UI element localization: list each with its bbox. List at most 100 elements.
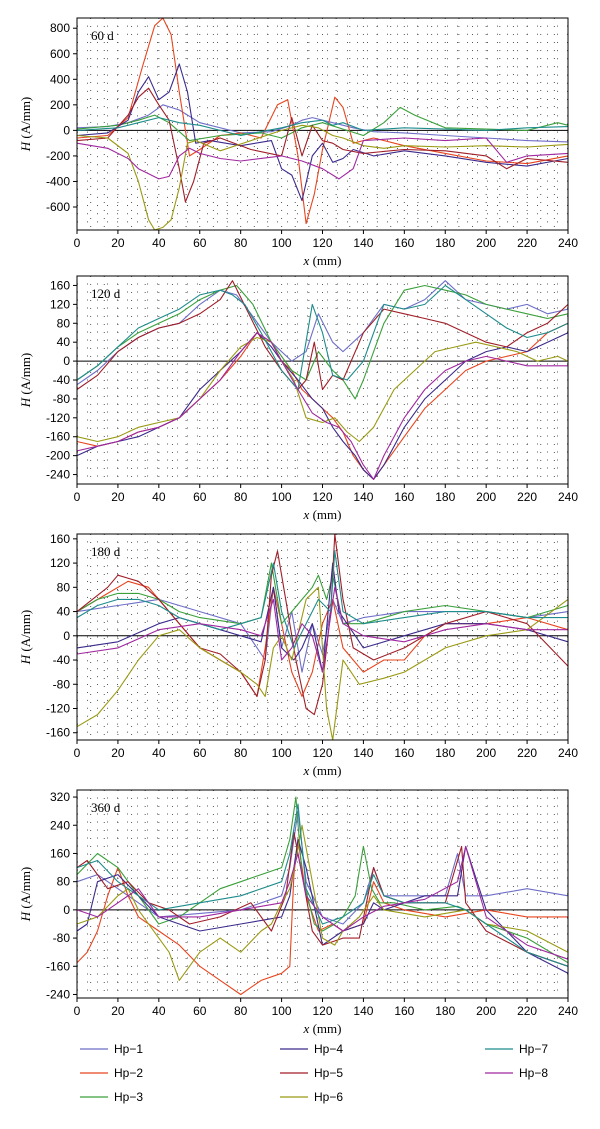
series-line [76,586,569,741]
x-tick-label: 200 [476,236,496,250]
x-tick-label: 220 [517,236,537,250]
x-tick-label: 40 [152,1004,166,1018]
y-tick-label: 0 [63,903,70,917]
chart-panel-4: 360 d 0 20 40 60 80 100 120 140 160 180 200 220 240 -2… [18,789,578,1036]
x-tick-label: 100 [272,1004,292,1018]
x-axis-title: x (mm) [303,253,342,268]
x-axis-unit: (mm) [309,253,341,268]
x-tick-label: 20 [111,1004,125,1018]
plot-frame [76,17,569,231]
y-tick-label: 0 [63,123,70,137]
x-tick-label: 0 [74,1004,81,1018]
series-line [76,336,569,443]
x-tick-label: 120 [312,236,332,250]
legend-label: Hp−7 [519,1042,548,1056]
x-tick-label: 180 [435,1004,455,1018]
x-tick-label: 40 [152,746,166,760]
y-tick-label: -120 [46,411,70,425]
x-tick-label: 0 [74,746,81,760]
y-tick-label: -600 [46,200,70,214]
y-tick-label: -400 [46,174,70,188]
x-tick-label: 240 [558,236,578,250]
legend-item: Hp−6 [280,1090,343,1104]
x-tick-label: 80 [234,236,248,250]
panel-label: 120 d [91,286,121,301]
y-axis-variable: H [18,397,33,408]
y-axis-unit: (A/mm) [18,353,33,398]
y-tick-label: 0 [63,629,70,643]
x-tick-label: 180 [435,490,455,504]
x-tick-label: 40 [152,490,166,504]
y-tick-label: 120 [50,297,70,311]
x-tick-label: 40 [152,236,166,250]
series-line [76,87,569,203]
y-tick-label: -160 [46,726,70,740]
chart-panel-2: 120 d 0 20 40 60 80 100 120 140 160 180 200 220 240 -2… [18,275,578,522]
grid [77,276,568,484]
x-tick-label: 60 [193,1004,207,1018]
y-tick-label: 800 [50,21,70,35]
y-axis-title: H (A/mm) [18,610,33,666]
x-tick-label: 240 [558,746,578,760]
y-tick-label: -160 [46,959,70,973]
x-tick-label: 100 [272,746,292,760]
series-line [76,586,569,673]
legend-label: Hp−1 [114,1042,143,1056]
y-axis-variable: H [18,141,33,152]
panel-label: 180 d [91,544,121,559]
x-axis-variable: x [303,253,310,268]
x-axis-title: x (mm) [303,763,342,778]
y-axis-title: H (A/mm) [18,353,33,409]
y-tick-label: 0 [63,354,70,368]
x-axis-variable: x [303,1021,310,1036]
legend-item: Hp−8 [485,1066,548,1080]
legend-label: Hp−6 [314,1090,343,1104]
x-tick-label: 160 [394,1004,414,1018]
y-tick-label: -240 [46,987,70,1001]
y-tick-label: -160 [46,430,70,444]
x-tick-label: 60 [193,490,207,504]
y-tick-label: 240 [50,818,70,832]
x-tick-label: 20 [111,236,125,250]
x-tick-label: 180 [435,236,455,250]
series-line [76,845,569,960]
x-tick-label: 120 [312,1004,332,1018]
series-line [76,104,569,143]
x-tick-label: 140 [353,236,373,250]
series-line [76,137,569,180]
x-tick-label: 100 [272,490,292,504]
legend-label: Hp−3 [114,1090,143,1104]
legend-item: Hp−4 [280,1042,343,1056]
panel-label: 60 d [91,28,114,43]
series-line [76,810,569,925]
legend-item: Hp−5 [280,1066,343,1080]
x-tick-label: 220 [517,1004,537,1018]
x-tick-label: 240 [558,490,578,504]
y-tick-label: -200 [46,149,70,163]
y-axis-variable: H [18,911,33,922]
x-tick-label: 160 [394,746,414,760]
grid [77,18,568,230]
series-line [76,106,569,142]
x-tick-label: 140 [353,490,373,504]
y-tick-label: 80 [57,316,71,330]
x-tick-label: 220 [517,490,537,504]
y-axis-unit: (A/mm) [18,97,33,142]
x-tick-label: 80 [234,746,248,760]
series-line [76,550,568,649]
x-axis-unit: (mm) [309,763,341,778]
y-axis-title: H (A/mm) [18,867,33,923]
y-tick-label: -240 [46,468,70,482]
x-tick-label: 180 [435,746,455,760]
y-tick-label: 160 [50,846,70,860]
y-tick-label: 80 [57,875,71,889]
series-line [76,124,569,231]
x-tick-label: 140 [353,746,373,760]
y-tick-label: -80 [53,931,71,945]
panel-label: 360 d [91,800,121,815]
series-line [76,838,569,974]
series-line [76,803,569,967]
x-tick-label: 0 [74,236,81,250]
x-tick-label: 120 [312,490,332,504]
x-axis-unit: (mm) [309,1021,341,1036]
